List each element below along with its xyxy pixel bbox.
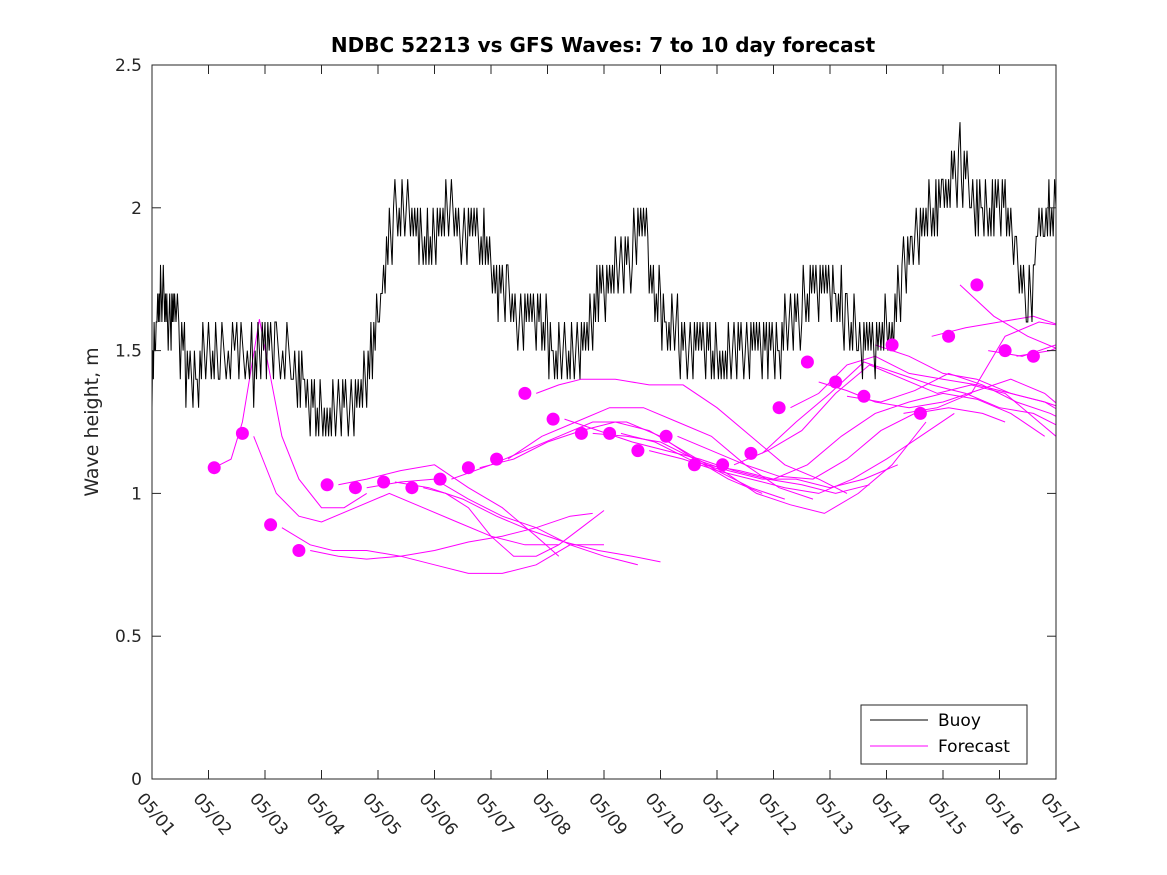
forecast-marker <box>433 472 447 486</box>
forecast-marker <box>461 461 475 475</box>
y-tick-label: 0 <box>131 770 142 790</box>
forecast-marker <box>857 389 871 403</box>
forecast-line <box>988 344 1056 357</box>
forecast-marker <box>687 458 701 472</box>
forecast-line <box>931 315 1056 337</box>
forecast-line <box>705 392 1045 480</box>
forecast-marker <box>716 458 730 472</box>
forecast-marker <box>518 386 532 400</box>
forecast-line <box>253 436 559 546</box>
forecast-line <box>366 478 639 566</box>
forecast-marker <box>377 475 391 489</box>
y-tick-label: 2 <box>131 199 142 219</box>
legend-label-forecast: Forecast <box>938 737 1010 757</box>
y-tick-label: 1.5 <box>115 342 142 362</box>
forecast-marker <box>292 544 306 557</box>
forecast-line <box>281 527 604 574</box>
forecast-marker <box>546 412 560 426</box>
legend: Buoy Forecast <box>860 704 1028 765</box>
forecast-marker <box>942 329 956 343</box>
forecast-marker <box>744 446 758 460</box>
forecast-marker <box>970 278 984 292</box>
forecast-line <box>219 319 367 509</box>
forecast-line <box>903 321 1056 414</box>
forecast-marker <box>490 452 504 466</box>
buoy-line <box>152 122 1056 437</box>
forecast-line <box>479 421 785 500</box>
forecast-marker <box>885 338 899 352</box>
forecast-marker <box>659 429 673 443</box>
forecast-marker <box>829 375 843 389</box>
legend-box <box>860 704 1028 765</box>
y-tick-label: 1 <box>131 484 142 504</box>
forecast-marker <box>405 481 419 495</box>
y-axis-label: Wave height, m <box>81 347 103 496</box>
forecast-marker <box>603 426 617 440</box>
forecast-line <box>310 512 593 560</box>
forecast-marker <box>800 355 814 369</box>
forecast-line <box>338 464 560 557</box>
forecast-line <box>761 361 1056 454</box>
forecast-marker <box>264 518 278 532</box>
forecast-marker <box>913 406 927 420</box>
forecast-line <box>423 487 605 557</box>
y-tick-label: 2.5 <box>115 56 142 76</box>
forecast-marker <box>235 426 249 440</box>
forecast-marker <box>348 481 362 495</box>
forecast-line <box>677 407 1006 480</box>
chart-title: NDBC 52213 vs GFS Waves: 7 to 10 day for… <box>331 33 876 57</box>
forecast-line <box>620 421 927 514</box>
forecast-marker <box>1026 349 1040 363</box>
forecast-line <box>875 344 1056 410</box>
legend-label-buoy: Buoy <box>938 711 981 731</box>
forecast-marker <box>631 444 645 458</box>
forecast-line <box>959 284 1056 349</box>
forecast-marker <box>772 401 786 415</box>
y-axis: 0 0.5 1 1.5 2 2.5 <box>115 56 1056 790</box>
y-tick-label: 0.5 <box>115 627 142 647</box>
forecast-line <box>846 372 1056 417</box>
forecast-line <box>733 364 1056 466</box>
forecast-marker <box>320 478 334 492</box>
forecast-marker <box>207 461 221 475</box>
forecast-marker <box>574 426 588 440</box>
forecast-marker <box>998 344 1012 358</box>
